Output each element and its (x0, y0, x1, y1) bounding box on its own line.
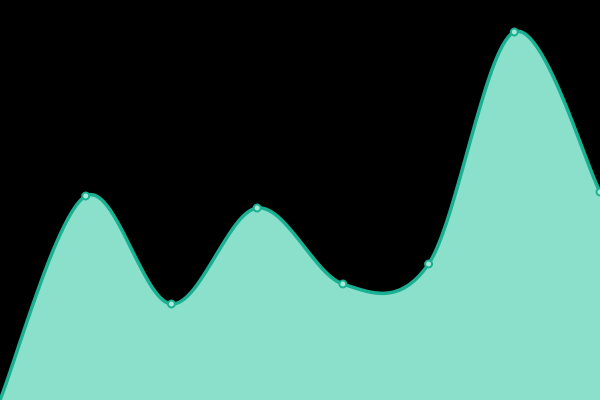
data-point-marker[interactable] (509, 27, 519, 37)
data-point-marker[interactable] (338, 279, 348, 289)
data-point-marker[interactable] (166, 299, 176, 309)
data-point-markers (81, 27, 600, 309)
data-point-marker[interactable] (595, 187, 600, 197)
data-point-marker[interactable] (81, 191, 91, 201)
data-point-marker[interactable] (252, 203, 262, 213)
data-point-marker[interactable] (424, 259, 434, 269)
area-fill-shape (0, 31, 600, 400)
